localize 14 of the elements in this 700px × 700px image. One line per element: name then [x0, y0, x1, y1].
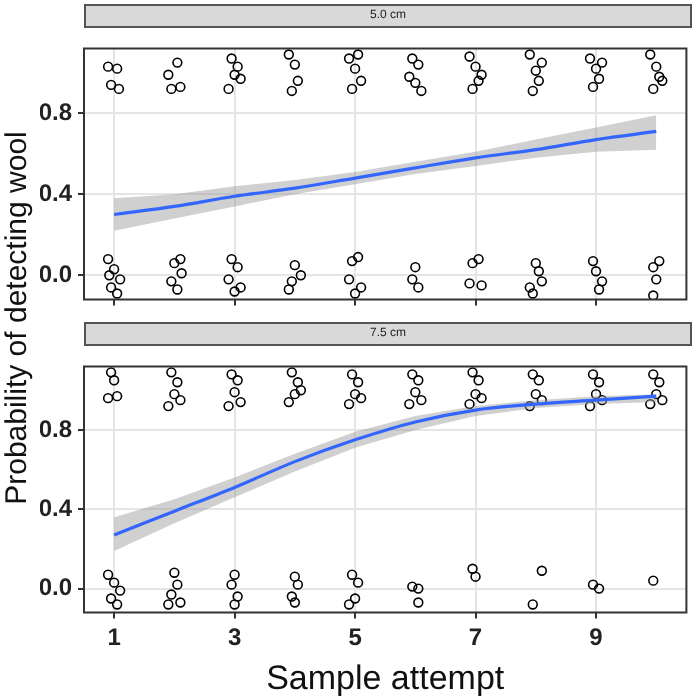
x-tick-label: 7	[468, 623, 483, 652]
y-tick-label: 0.8	[38, 97, 73, 126]
y-tick-label: 0.4	[38, 493, 73, 522]
x-tick-label: 9	[589, 623, 604, 652]
x-tick-label: 1	[107, 623, 122, 652]
x-axis-title: Sample attempt	[266, 658, 505, 697]
y-tick-label: 0.4	[38, 178, 73, 207]
x-tick-label: 3	[227, 623, 242, 652]
line-series	[112, 129, 658, 217]
x-tick-label: 5	[348, 623, 363, 652]
y-tick-label: 0.8	[38, 414, 73, 443]
y-tick-label: 0.0	[38, 259, 73, 288]
y-axis-title: Probability of detecting wool	[0, 129, 36, 509]
y-tick-label: 0.0	[38, 573, 73, 602]
